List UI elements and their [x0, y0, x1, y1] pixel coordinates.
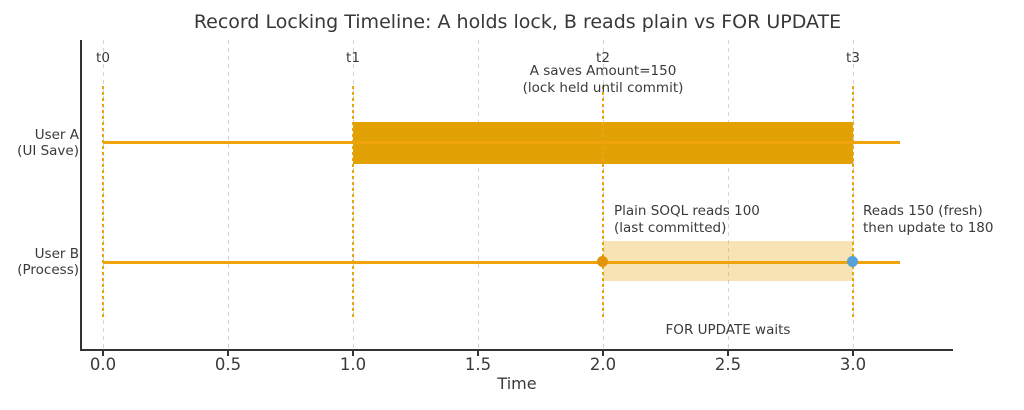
- annotation-plain-soql-read-line2: (last committed): [614, 220, 727, 236]
- annotation-a-saves: A saves Amount=150 (lock held until comm…: [453, 63, 753, 97]
- plain-read-marker-dot: [597, 256, 608, 267]
- chart-title: Record Locking Timeline: A holds lock, B…: [193, 11, 842, 33]
- x-axis-label: Time: [497, 374, 537, 393]
- x-tick-label-0.5: 0.5: [214, 355, 242, 374]
- annotation-plain-soql-read-line1: Plain SOQL reads 100: [614, 203, 760, 219]
- user-b-baseline: [103, 261, 900, 264]
- user-a-row-label-line1: User A: [34, 127, 79, 143]
- user-b-row-label-line1: User B: [34, 246, 79, 262]
- time-marker-label-t1: t1: [346, 50, 360, 66]
- x-tick-0.0: [102, 351, 104, 356]
- annotation-plain-soql-read: Plain SOQL reads 100 (last committed): [614, 203, 760, 237]
- gridline-0.5: [228, 40, 229, 350]
- time-marker-label-t3: t3: [846, 50, 860, 66]
- x-tick-label-2.5: 2.5: [714, 355, 742, 374]
- x-tick-label-0.0: 0.0: [89, 355, 117, 374]
- x-tick-label-1.0: 1.0: [339, 355, 367, 374]
- dotted-time-line-t1: [352, 86, 354, 320]
- time-marker-label-t2: t2: [596, 50, 610, 66]
- x-axis-spine: [80, 349, 953, 351]
- annotation-a-saves-line2: (lock held until commit): [522, 80, 684, 96]
- annotation-fresh-read-line2: then update to 180: [863, 220, 994, 236]
- gridline-1.5: [478, 40, 479, 350]
- x-tick-2.5: [727, 351, 729, 356]
- annotation-for-update-waits: FOR UPDATE waits: [628, 322, 828, 339]
- user-a-row-label-line2: (UI Save): [17, 143, 79, 159]
- dotted-time-line-t2: [602, 86, 604, 320]
- user-a-baseline: [103, 141, 900, 144]
- annotation-fresh-read-line1: Reads 150 (fresh): [863, 203, 983, 219]
- x-tick-label-2.0: 2.0: [589, 355, 617, 374]
- annotation-fresh-read: Reads 150 (fresh) then update to 180: [863, 203, 993, 237]
- x-tick-1.0: [352, 351, 354, 356]
- x-tick-2.0: [602, 351, 604, 356]
- user-b-row-label-line2: (Process): [17, 262, 79, 278]
- fresh-read-marker-dot: [847, 256, 858, 267]
- annotation-a-saves-line1: A saves Amount=150: [529, 63, 677, 79]
- x-tick-label-1.5: 1.5: [464, 355, 492, 374]
- user-a-row-label: User A (UI Save): [0, 127, 79, 159]
- x-tick-1.5: [477, 351, 479, 356]
- annotation-for-update-waits-line1: FOR UPDATE waits: [665, 322, 791, 338]
- dotted-time-line-t0: [102, 86, 104, 320]
- time-marker-label-t0: t0: [96, 50, 110, 66]
- user-b-row-label: User B (Process): [0, 246, 79, 278]
- gridline-2.5: [728, 40, 729, 350]
- x-tick-3.0: [852, 351, 854, 356]
- y-axis-spine: [80, 40, 82, 351]
- x-tick-label-3.0: 3.0: [839, 355, 867, 374]
- dotted-time-line-t3: [852, 86, 854, 320]
- x-tick-0.5: [227, 351, 229, 356]
